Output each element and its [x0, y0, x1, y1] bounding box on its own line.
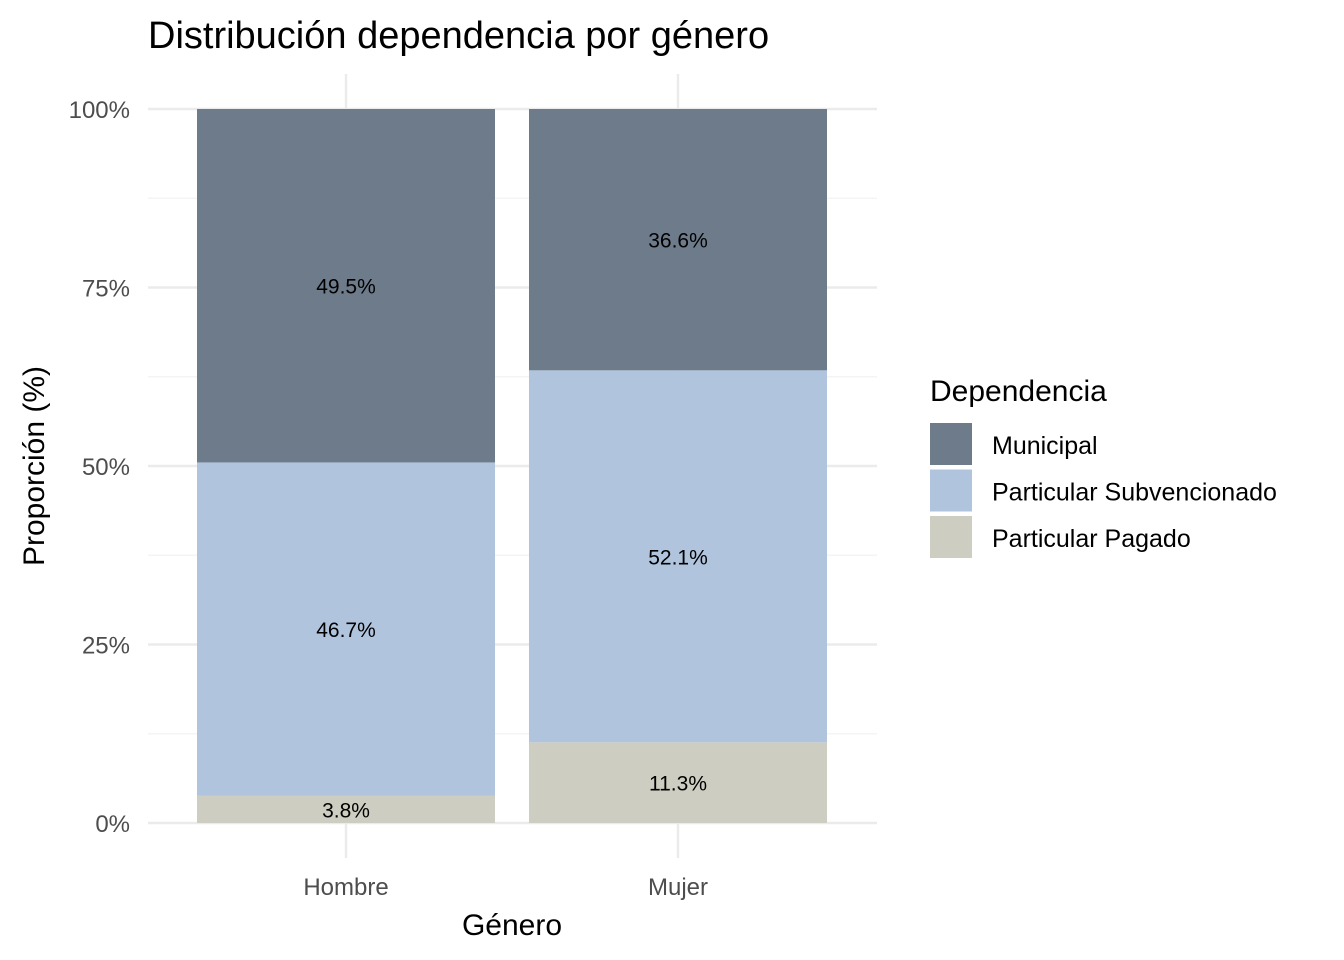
legend-label-particular-pagado: Particular Pagado [992, 525, 1191, 553]
bar-hombre-particular-pagado [197, 795, 495, 823]
bar-label: 11.3% [649, 773, 707, 796]
bar-label: 49.5% [316, 276, 376, 299]
bar-labels: 3.8% 46.7% 49.5% 11.3% 52.1% 36.6% [316, 230, 708, 823]
x-axis-ticks: Hombre Mujer [303, 874, 708, 901]
y-tick-label: 0% [95, 811, 130, 838]
bar-label: 52.1% [648, 546, 708, 569]
legend-items: Municipal Particular Subvencionado Particu… [930, 423, 1277, 558]
legend-key-particular-pagado [930, 516, 972, 558]
bar-hombre-municipal [197, 109, 495, 463]
bar-label: 46.7% [316, 619, 376, 642]
legend-title: Dependencia [930, 375, 1107, 408]
bar-mujer-particular-subvencionado [529, 370, 827, 743]
legend-key-municipal [930, 423, 972, 465]
y-tick-label: 25% [82, 633, 130, 660]
legend: Dependencia Municipal Particular Subvenci… [930, 375, 1277, 558]
legend-label-particular-subvencionado: Particular Subvencionado [992, 479, 1277, 507]
y-axis-ticks: 0% 25% 50% 75% 100% [69, 97, 130, 838]
x-tick-label: Mujer [648, 874, 708, 901]
legend-key-particular-subvencionado [930, 469, 972, 512]
y-axis-title: Proporción (%) [18, 366, 51, 566]
chart-title: Distribución dependencia por género [148, 15, 769, 57]
y-tick-label: 100% [69, 97, 130, 124]
legend-label-municipal: Municipal [992, 432, 1098, 460]
bar-mujer-municipal [529, 109, 827, 371]
bar-mujer-particular-pagado [529, 742, 827, 823]
bar-label: 36.6% [648, 230, 708, 253]
y-tick-label: 75% [82, 276, 130, 303]
y-tick-label: 50% [82, 454, 130, 481]
x-tick-label: Hombre [303, 874, 388, 901]
x-axis-title: Género [462, 909, 562, 942]
bar-label: 3.8% [322, 799, 370, 822]
bar-hombre-particular-subvencionado [197, 462, 495, 796]
bars [197, 109, 827, 823]
